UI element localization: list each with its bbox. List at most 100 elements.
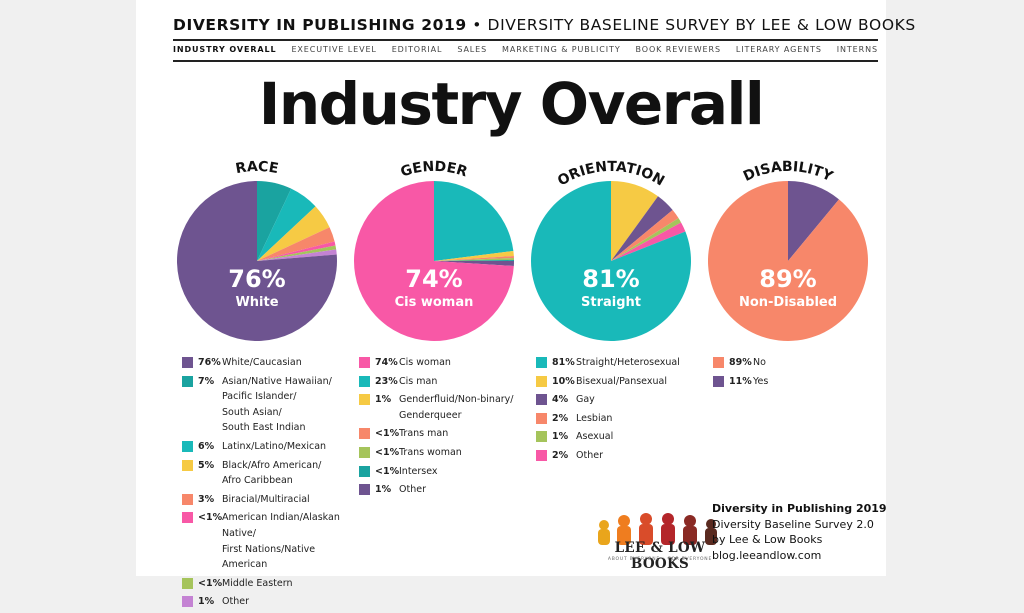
orientation-slice-asexual (611, 218, 682, 261)
nav-tab-executive-level[interactable]: EXECUTIVE LEVEL (291, 45, 377, 54)
legend-swatch (536, 412, 547, 424)
legend-percent: 3% (198, 493, 215, 505)
nav-rule (173, 60, 878, 62)
gender-slice-other (434, 261, 514, 267)
orientation-slice-bisexual-pansexual (611, 181, 659, 261)
legend-swatch (359, 484, 370, 496)
disability-center-label: Non-Disabled (739, 295, 837, 310)
legend-swatch (182, 493, 193, 505)
gender-slice-cis-man (434, 181, 514, 261)
gender-slice-trans-woman (434, 257, 514, 261)
legend-item: 1% Asexual (536, 429, 716, 445)
legend-swatch (182, 440, 193, 452)
legend-swatch (182, 375, 193, 387)
orientation-center-label: Straight (581, 295, 641, 310)
race-slice-middle-eastern (257, 245, 337, 261)
logo-tagline: ABOUT EVERYONE • FOR EVERYONE (607, 557, 713, 562)
section-nav: INDUSTRY OVERALL EXECUTIVE LEVEL EDITORIAL… (173, 45, 878, 54)
legend-item: 5% Black/Afro American/ Afro Caribbean (182, 458, 362, 489)
nav-tab-book-reviewers[interactable]: BOOK REVIEWERS (635, 45, 721, 54)
legend-disability: 89% No 11% Yes (713, 355, 833, 392)
legend-percent: 81% (552, 357, 575, 368)
gender-slice-trans-man (434, 255, 514, 261)
infographic-canvas: DIVERSITY IN PUBLISHING 2019 • DIVERSITY… (136, 0, 915, 608)
credit-url[interactable]: blog.leeandlow.com (712, 548, 822, 562)
credit-subtitle: Diversity Baseline Survey 2.0 (712, 517, 874, 531)
legend-label: Biracial/Multiracial (222, 493, 310, 505)
legend-swatch (536, 375, 547, 387)
legend-percent: 1% (198, 596, 215, 608)
orientation-center-percent: 81% (582, 265, 639, 293)
legend-swatch (713, 375, 724, 387)
nav-tab-sales[interactable]: SALES (457, 45, 488, 54)
legend-label: Lesbian (576, 412, 613, 424)
orientation-slice-lesbian (611, 210, 679, 261)
legend-percent: 1% (375, 484, 392, 496)
legend-percent: 11% (729, 375, 752, 387)
header-title-rest: • DIVERSITY BASELINE SURVEY BY LEE & LOW… (466, 16, 916, 34)
legend-label: Middle Eastern (222, 577, 293, 589)
legend-swatch (182, 512, 193, 524)
legend-percent: 74% (375, 357, 398, 368)
legend-swatch (359, 394, 370, 406)
nav-tab-interns[interactable]: INTERNS (836, 45, 878, 54)
legend-percent: 7% (198, 375, 215, 387)
race-slice-white-caucasian (176, 180, 337, 341)
legend-item: 3% Biracial/Multiracial (182, 492, 362, 508)
legend-item: 89% No (713, 355, 833, 371)
legend-label: Bisexual/Pansexual (576, 375, 667, 387)
gender-chart-title: GENDER (399, 159, 470, 181)
race-slice-latinx-latino-mexican (257, 188, 316, 261)
orientation-slice-other (611, 222, 686, 261)
disability-center-percent: 89% (759, 265, 816, 293)
race-slice-other (257, 249, 337, 261)
legend-label: Trans man (399, 428, 449, 440)
legend-percent: 2% (552, 449, 569, 461)
legend-item: 10% Bisexual/Pansexual (536, 374, 716, 390)
legend-label: Straight/Heterosexual (576, 357, 680, 368)
legend-label: Intersex (399, 465, 438, 477)
legend-percent: 89% (729, 357, 752, 368)
legend-item: 2% Other (536, 448, 716, 464)
legend-orientation: 81% Straight/Heterosexual 10% Bisexual/Pans… (536, 355, 716, 467)
legend-item: <1% Intersex (359, 464, 539, 480)
legend-swatch (182, 596, 193, 608)
legend-swatch (182, 577, 193, 589)
header-title: DIVERSITY IN PUBLISHING 2019 • DIVERSITY… (173, 16, 915, 34)
gender-slice-genderfluid-non-binary (434, 250, 514, 261)
nav-tab-editorial[interactable]: EDITORIAL (391, 45, 443, 54)
legend-percent: 5% (198, 459, 215, 471)
legend-swatch (536, 431, 547, 443)
credit-author: by Lee & Low Books (712, 533, 823, 546)
legend-item: 76% White/Caucasian (182, 355, 362, 371)
legend-item: 11% Yes (713, 374, 833, 390)
gender-slice-intersex (434, 259, 514, 261)
legend-item: 1% Genderfluid/Non-binary/ Genderqueer (359, 392, 539, 423)
legend-label: Cis woman (399, 357, 451, 368)
legend-label: Other (222, 596, 249, 608)
race-center-percent: 76% (228, 265, 285, 293)
legend-item: 4% Gay (536, 392, 716, 408)
logo-wordmark: LEE & LOW BOOKS (614, 540, 706, 572)
legend-percent: <1% (198, 577, 223, 589)
legend-percent: 1% (375, 394, 392, 406)
race-slice-biracial-multiracial (257, 227, 335, 261)
legend-swatch (536, 357, 547, 368)
legend-percent: <1% (198, 512, 223, 524)
header-rule (173, 39, 878, 41)
nav-tab-marketing-publicity[interactable]: MARKETING & PUBLICITY (502, 45, 621, 54)
nav-tab-industry-overall[interactable]: INDUSTRY OVERALL (173, 45, 277, 54)
legend-swatch (713, 357, 724, 368)
legend-item: 1% Other (182, 594, 362, 610)
nav-tab-literary-agents[interactable]: LITERARY AGENTS (735, 45, 822, 54)
gender-center-percent: 74% (405, 265, 462, 293)
disability-slice-no (707, 181, 868, 342)
legend-percent: 6% (198, 440, 215, 452)
legend-label: Yes (753, 375, 769, 387)
orientation-slice-gay (611, 196, 673, 261)
legend-item: <1% Trans man (359, 426, 539, 442)
legend-gender: 74% Cis woman 23% Cis man 1% Genderfluid/Non-… (359, 355, 539, 501)
legend-item: 6% Latinx/Latino/Mexican (182, 439, 362, 455)
legend-label: Trans woman (399, 446, 462, 458)
